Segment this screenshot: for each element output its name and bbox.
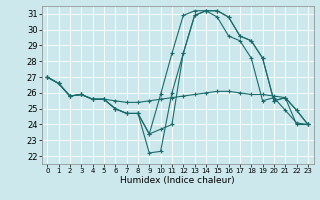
- X-axis label: Humidex (Indice chaleur): Humidex (Indice chaleur): [120, 176, 235, 185]
